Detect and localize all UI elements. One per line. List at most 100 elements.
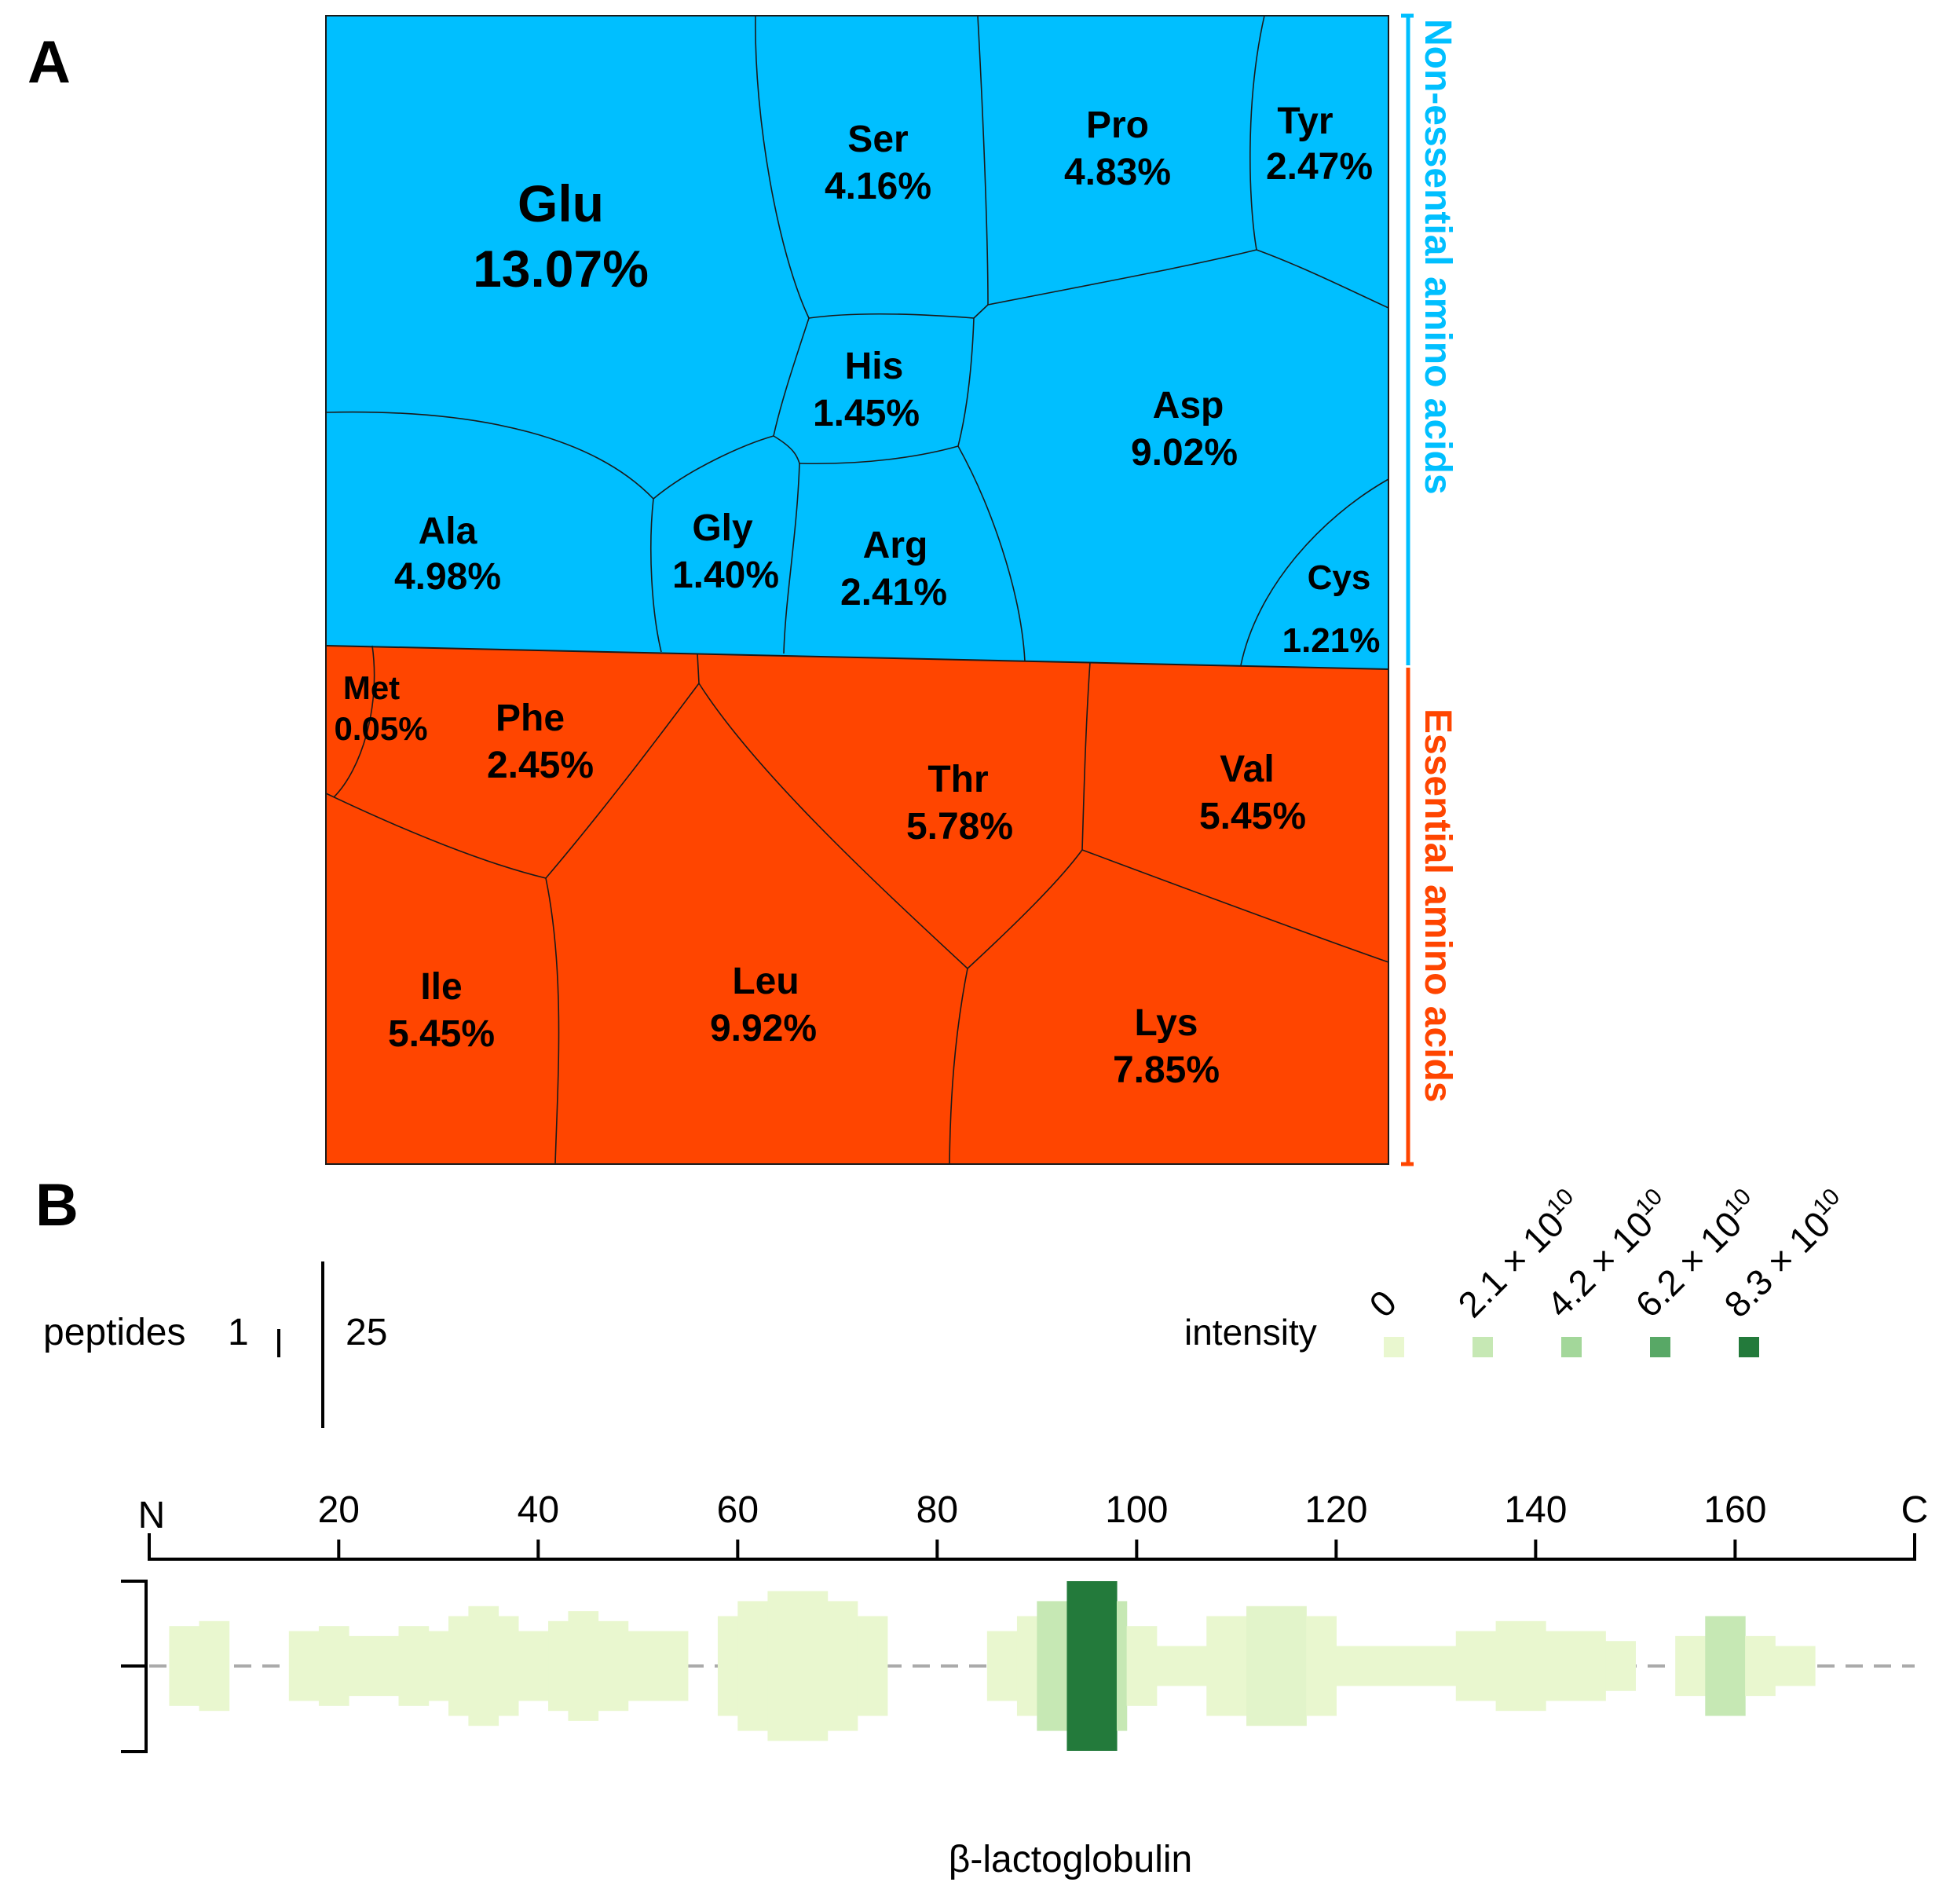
cell-glu-name: Glu xyxy=(518,174,604,233)
cell-leu: Leu 9.92% xyxy=(710,961,817,1049)
coverage-profile xyxy=(169,1581,1816,1751)
cell-phe-name: Phe xyxy=(496,698,565,739)
cell-his-value: 1.45% xyxy=(813,393,920,434)
cell-val-value: 5.45% xyxy=(1199,796,1306,837)
coverage-column-25 xyxy=(1126,1626,1158,1706)
axis-tick-label-40: 40 xyxy=(518,1489,559,1531)
axis-tick-label-160: 160 xyxy=(1703,1489,1766,1531)
cell-tyr-value: 2.47% xyxy=(1266,146,1373,188)
intensity-legend-label: intensity xyxy=(1184,1312,1317,1353)
count-bracket xyxy=(121,1580,148,1753)
coverage-column-29 xyxy=(1306,1616,1337,1716)
peptides-legend-min: 1 xyxy=(228,1312,249,1353)
coverage-column-38 xyxy=(1775,1646,1816,1686)
cell-arg: Arg 2.41% xyxy=(840,525,947,613)
cell-leu-name: Leu xyxy=(732,961,799,1002)
cell-met-name: Met xyxy=(343,669,400,706)
peptides-legend-label: peptides xyxy=(43,1312,185,1353)
cell-pro-value: 4.83% xyxy=(1064,152,1171,193)
cell-ala-value: 4.98% xyxy=(394,556,501,598)
axis-n-label: N xyxy=(138,1495,166,1536)
coverage-column-15 xyxy=(717,1616,738,1716)
cell-cys-name: Cys xyxy=(1308,558,1371,597)
cell-gly-value: 1.40% xyxy=(672,555,779,596)
coverage-column-21 xyxy=(1016,1616,1037,1716)
axis-tick-label-60: 60 xyxy=(717,1489,759,1531)
cell-his: His 1.45% xyxy=(813,346,920,434)
coverage-column-17 xyxy=(767,1591,829,1741)
coverage-column-1 xyxy=(199,1620,230,1712)
cell-thr-value: 5.78% xyxy=(906,806,1013,848)
peptides-legend: peptides 1 25 xyxy=(43,1261,387,1428)
coverage-column-27 xyxy=(1206,1616,1247,1716)
cell-gly-name: Gly xyxy=(692,507,753,549)
intensity-swatch-3 xyxy=(1650,1337,1670,1357)
coverage-column-28 xyxy=(1246,1606,1307,1726)
coverage-column-18 xyxy=(827,1601,858,1731)
cell-ser-value: 4.16% xyxy=(825,166,931,207)
sequence-axis: N C 20 40 60 80 100 120 140 160 xyxy=(138,1489,1929,1561)
cell-pro: Pro 4.83% xyxy=(1064,104,1171,193)
coverage-column-22 xyxy=(1037,1601,1068,1731)
cell-ser-name: Ser xyxy=(847,119,908,160)
coverage-column-0 xyxy=(169,1626,200,1706)
coverage-column-34 xyxy=(1605,1641,1636,1691)
intensity-swatch-0 xyxy=(1384,1337,1404,1357)
cell-gly: Gly 1.40% xyxy=(672,507,779,596)
coverage-column-20 xyxy=(986,1631,1018,1701)
cell-ser: Ser 4.16% xyxy=(825,119,931,207)
coverage-column-35 xyxy=(1675,1635,1706,1697)
axis-tick-label-80: 80 xyxy=(916,1489,958,1531)
cell-phe-value: 2.45% xyxy=(487,745,594,786)
coverage-column-7 xyxy=(448,1616,470,1716)
coverage-column-4 xyxy=(349,1635,400,1697)
cell-labels: Glu 13.07% Ser 4.16% Pro 4.83% Tyr 2.47%… xyxy=(334,101,1380,1091)
cell-lys: Lys 7.85% xyxy=(1113,1002,1220,1091)
axis-tick-label-20: 20 xyxy=(318,1489,360,1531)
coverage-column-5 xyxy=(398,1626,430,1706)
coverage-column-24 xyxy=(1116,1601,1128,1731)
coverage-column-14 xyxy=(627,1631,689,1701)
coverage-column-37 xyxy=(1745,1635,1776,1697)
coverage-column-31 xyxy=(1455,1631,1497,1701)
group-split-line xyxy=(325,645,1389,670)
cell-cys: Cys 1.21% xyxy=(1282,558,1381,660)
treemap-frame xyxy=(325,15,1389,1165)
coverage-column-26 xyxy=(1156,1646,1207,1686)
cell-tyr: Tyr 2.47% xyxy=(1266,101,1373,188)
axis-tick-label-120: 120 xyxy=(1304,1489,1367,1531)
cell-thr-name: Thr xyxy=(927,759,988,800)
panel-b-label: B xyxy=(35,1172,79,1239)
non-essential-label: Non-essential amino acids xyxy=(1417,19,1458,495)
cell-met-value: 0.05% xyxy=(334,710,427,747)
cell-cys-value: 1.21% xyxy=(1282,621,1381,660)
axis-tick-label-140: 140 xyxy=(1504,1489,1567,1531)
coverage-column-36 xyxy=(1705,1616,1746,1716)
coverage-column-16 xyxy=(737,1601,769,1731)
coverage-column-12 xyxy=(568,1611,599,1721)
cell-asp-name: Asp xyxy=(1153,385,1224,427)
cell-ile: Ile 5.45% xyxy=(388,966,495,1055)
group-essential-area xyxy=(326,646,1388,1164)
cell-glu-value: 13.07% xyxy=(473,240,649,298)
cell-ile-value: 5.45% xyxy=(388,1013,495,1055)
axis-tick-label-100: 100 xyxy=(1105,1489,1168,1531)
intensity-swatch-2 xyxy=(1561,1337,1582,1357)
cell-asp-value: 9.02% xyxy=(1131,432,1238,474)
coverage-column-19 xyxy=(857,1616,888,1716)
cell-asp: Asp 9.02% xyxy=(1131,385,1238,474)
coverage-column-23 xyxy=(1066,1581,1118,1751)
intensity-level-label-0: 0 xyxy=(1361,1282,1404,1325)
cell-thr: Thr 5.78% xyxy=(906,759,1013,848)
essential-label: Essential amino acids xyxy=(1417,709,1458,1103)
cell-phe: Phe 2.45% xyxy=(487,698,594,786)
coverage-column-2 xyxy=(288,1631,320,1701)
cell-arg-value: 2.41% xyxy=(840,572,947,613)
cell-ile-name: Ile xyxy=(420,966,462,1008)
coverage-column-9 xyxy=(498,1616,519,1716)
cell-glu: Glu 13.07% xyxy=(473,174,649,298)
axis-c-label: C xyxy=(1901,1489,1929,1531)
coverage-column-10 xyxy=(518,1631,549,1701)
cell-val: Val 5.45% xyxy=(1199,749,1306,837)
